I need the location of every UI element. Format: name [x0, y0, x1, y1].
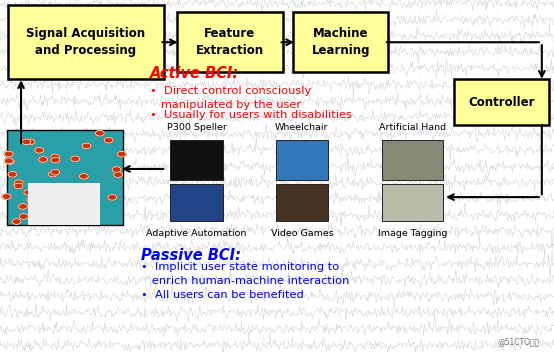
Circle shape: [83, 193, 91, 198]
FancyBboxPatch shape: [171, 140, 223, 180]
Circle shape: [12, 219, 21, 224]
Circle shape: [14, 183, 23, 189]
Circle shape: [24, 190, 33, 195]
Text: Feature
Extraction: Feature Extraction: [196, 27, 264, 57]
Text: Machine
Learning: Machine Learning: [311, 27, 370, 57]
Circle shape: [4, 151, 13, 157]
Circle shape: [4, 158, 13, 164]
Text: Adaptive Automation: Adaptive Automation: [146, 229, 247, 238]
Circle shape: [19, 214, 28, 219]
FancyBboxPatch shape: [382, 140, 443, 180]
FancyBboxPatch shape: [276, 140, 328, 180]
Text: Artificial Hand: Artificial Hand: [379, 123, 447, 132]
Circle shape: [95, 131, 104, 136]
Text: Active BCI:: Active BCI:: [150, 67, 239, 81]
Circle shape: [51, 154, 60, 160]
Circle shape: [18, 204, 27, 209]
FancyBboxPatch shape: [8, 5, 164, 80]
Circle shape: [82, 143, 91, 149]
Text: P300 Speller: P300 Speller: [167, 123, 227, 132]
Circle shape: [26, 139, 35, 145]
Circle shape: [6, 159, 14, 164]
Text: Controller: Controller: [468, 96, 535, 108]
Circle shape: [71, 156, 80, 162]
Text: Signal Acquisition
and Processing: Signal Acquisition and Processing: [26, 27, 146, 57]
Circle shape: [14, 182, 23, 188]
Circle shape: [114, 172, 122, 177]
Text: •  Direct control consciously
   manipulated by the user: • Direct control consciously manipulated…: [150, 86, 311, 110]
Circle shape: [69, 208, 78, 214]
Circle shape: [27, 197, 35, 203]
Circle shape: [104, 137, 113, 143]
Circle shape: [48, 171, 57, 177]
Text: •  Usually for users with disabilities: • Usually for users with disabilities: [150, 110, 351, 120]
Circle shape: [39, 157, 48, 162]
Circle shape: [79, 174, 88, 179]
FancyBboxPatch shape: [382, 184, 443, 221]
Circle shape: [8, 171, 17, 177]
Circle shape: [112, 167, 121, 172]
FancyBboxPatch shape: [294, 12, 388, 73]
FancyBboxPatch shape: [171, 184, 223, 221]
Text: Image Tagging: Image Tagging: [378, 229, 448, 238]
Text: Video Games: Video Games: [270, 229, 334, 238]
Circle shape: [117, 151, 126, 157]
FancyBboxPatch shape: [28, 183, 100, 225]
Circle shape: [35, 210, 44, 216]
Circle shape: [14, 180, 23, 186]
Circle shape: [35, 147, 44, 153]
Text: Wheelchair: Wheelchair: [275, 123, 329, 132]
FancyBboxPatch shape: [177, 12, 283, 73]
Circle shape: [22, 139, 31, 145]
Text: •  Implicit user state monitoring to
   enrich human-machine interaction: • Implicit user state monitoring to enri…: [141, 262, 350, 286]
Circle shape: [83, 183, 92, 189]
Text: @51CTO博客: @51CTO博客: [498, 337, 540, 346]
Circle shape: [2, 194, 11, 199]
FancyBboxPatch shape: [7, 130, 123, 225]
FancyBboxPatch shape: [454, 79, 548, 125]
Circle shape: [51, 157, 60, 163]
FancyBboxPatch shape: [276, 184, 328, 221]
Circle shape: [51, 169, 60, 175]
Text: •  All users can be benefited: • All users can be benefited: [141, 290, 304, 300]
Circle shape: [59, 218, 68, 223]
Text: Passive BCI:: Passive BCI:: [141, 248, 242, 263]
Circle shape: [108, 195, 117, 200]
